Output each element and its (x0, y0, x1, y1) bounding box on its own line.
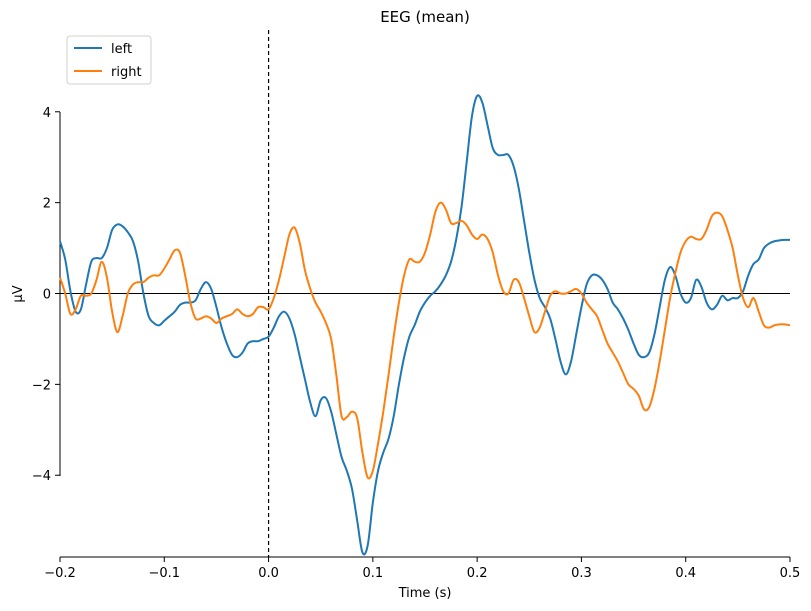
x-tick-label: 0.1 (363, 566, 384, 581)
x-axis-label: Time (s) (398, 586, 452, 601)
y-tick-label: 0 (43, 288, 51, 303)
y-tick-label: −4 (32, 469, 51, 484)
y-tick-label: 4 (43, 106, 51, 121)
y-ticks: −4 −2 0 2 4 (32, 106, 60, 484)
chart-title: EEG (mean) (380, 8, 470, 26)
x-tick-label: −0.1 (148, 566, 180, 581)
legend: left right (66, 35, 152, 85)
y-tick-label: −2 (32, 378, 51, 393)
x-tick-label: −0.2 (44, 566, 76, 581)
series-group (59, 94, 791, 556)
legend-label-left: left (111, 42, 132, 57)
x-ticks: −0.2 −0.1 0.0 0.1 0.2 0.3 0.4 0.5 (44, 557, 800, 581)
series-line-right (59, 201, 791, 480)
y-tick-label: 2 (43, 197, 51, 212)
x-tick-label: 0.5 (780, 566, 801, 581)
x-tick-label: 0.4 (675, 566, 696, 581)
series-line-left (59, 94, 791, 556)
x-tick-label: 0.3 (571, 566, 592, 581)
x-tick-label: 0.2 (467, 566, 488, 581)
x-tick-label: 0.0 (258, 566, 279, 581)
y-axis-label: µV (11, 285, 26, 302)
legend-label-right: right (111, 65, 142, 80)
